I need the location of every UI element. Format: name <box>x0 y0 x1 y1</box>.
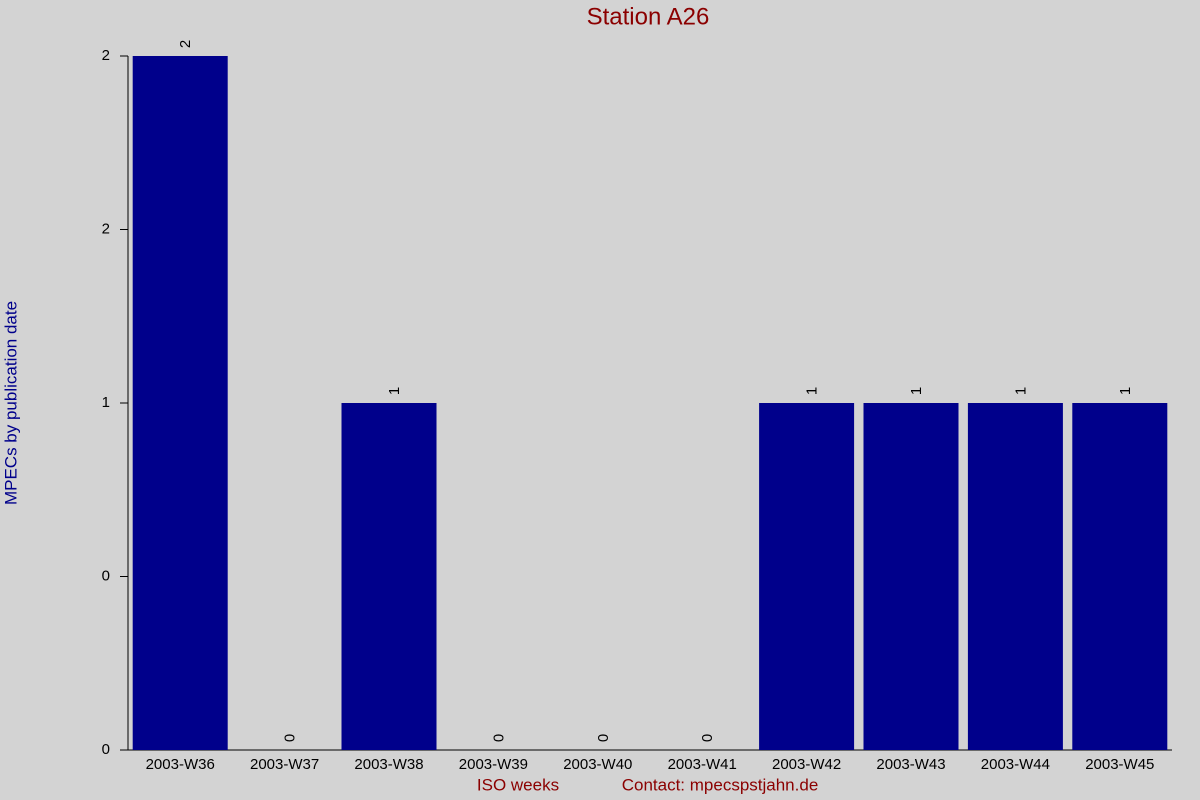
data-label: 1 <box>386 387 403 395</box>
y-tick-label: 0 <box>102 741 110 758</box>
bar <box>132 56 228 750</box>
bar <box>759 403 855 750</box>
chart-title: Station A26 <box>587 3 710 30</box>
data-label: 1 <box>804 387 821 395</box>
x-tick-label: 2003-W39 <box>459 756 528 773</box>
x-tick-label: 2003-W42 <box>772 756 841 773</box>
data-label: 0 <box>699 734 716 742</box>
data-label: 0 <box>490 734 507 742</box>
x-tick-label: 2003-W41 <box>668 756 737 773</box>
x-tick-label: 2003-W36 <box>146 756 215 773</box>
x-axis-label: ISO weeks <box>477 775 559 794</box>
y-axis-label: MPECs by publication date <box>1 301 20 505</box>
data-label: 1 <box>908 387 925 395</box>
x-tick-label: 2003-W38 <box>354 756 423 773</box>
x-tick-label: 2003-W43 <box>876 756 945 773</box>
annotation: Contact: mpecspstjahn.de <box>622 775 819 794</box>
y-tick-label: 2 <box>102 220 110 237</box>
data-label: 0 <box>282 734 299 742</box>
y-tick-label: 0 <box>102 567 110 584</box>
bar <box>863 403 959 750</box>
bar <box>967 403 1063 750</box>
y-tick-label: 1 <box>102 394 110 411</box>
x-tick-label: 2003-W44 <box>981 756 1050 773</box>
data-label: 2 <box>177 40 194 48</box>
x-tick-label: 2003-W40 <box>563 756 632 773</box>
x-tick-label: 2003-W45 <box>1085 756 1154 773</box>
data-label: 1 <box>1012 387 1029 395</box>
data-label: 1 <box>1117 387 1134 395</box>
bar <box>1072 403 1168 750</box>
x-tick-label: 2003-W37 <box>250 756 319 773</box>
data-label: 0 <box>595 734 612 742</box>
y-tick-label: 2 <box>102 47 110 64</box>
bar <box>341 403 437 750</box>
